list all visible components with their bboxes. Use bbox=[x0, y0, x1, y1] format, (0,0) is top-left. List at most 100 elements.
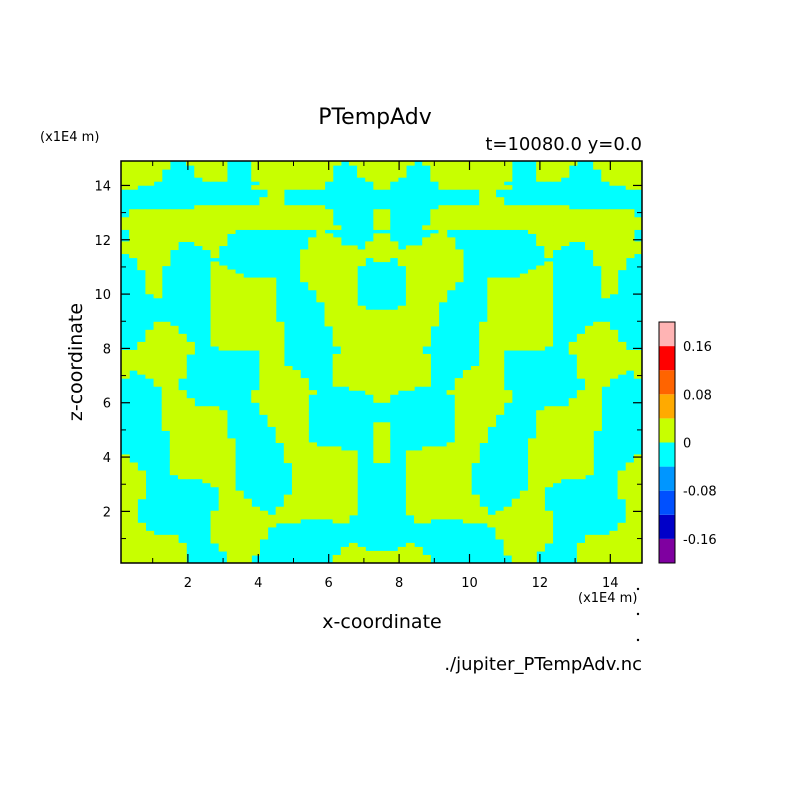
field-cell bbox=[397, 321, 407, 327]
field-cell bbox=[585, 554, 594, 560]
field-cell bbox=[487, 205, 497, 210]
field-cell bbox=[226, 313, 236, 319]
field-cell bbox=[332, 293, 342, 299]
field-cell bbox=[617, 353, 627, 359]
field-cell bbox=[373, 434, 383, 439]
field-cell bbox=[308, 221, 317, 226]
field-cell bbox=[560, 161, 570, 166]
field-cell bbox=[243, 289, 252, 295]
field-cell bbox=[259, 374, 269, 379]
field-cell bbox=[609, 542, 619, 548]
field-cell bbox=[625, 470, 635, 476]
field-cell bbox=[308, 514, 317, 520]
field-cell bbox=[332, 277, 342, 283]
field-cell bbox=[267, 337, 277, 343]
field-cell bbox=[259, 161, 269, 166]
field-cell bbox=[430, 458, 440, 464]
chart-title: PTempAdv bbox=[318, 105, 432, 130]
field-cell bbox=[161, 217, 171, 222]
field-cell bbox=[226, 446, 236, 452]
field-cell bbox=[625, 185, 635, 190]
field-cell bbox=[544, 442, 554, 448]
field-cell bbox=[503, 225, 513, 230]
field-cell bbox=[601, 217, 611, 222]
field-cell bbox=[145, 241, 155, 247]
field-cell bbox=[585, 406, 594, 411]
field-cell bbox=[177, 542, 187, 548]
field-cell bbox=[177, 213, 187, 218]
field-cell bbox=[389, 370, 399, 375]
field-cell bbox=[186, 458, 195, 464]
field-cell bbox=[511, 281, 521, 287]
field-cell bbox=[316, 265, 326, 271]
field-cell bbox=[348, 353, 358, 359]
field-cell bbox=[593, 378, 602, 383]
field-cell bbox=[511, 337, 521, 343]
field-cell bbox=[153, 329, 163, 335]
field-cell bbox=[495, 374, 505, 379]
field-cell bbox=[365, 554, 374, 560]
field-cell bbox=[381, 209, 391, 214]
field-cell bbox=[332, 325, 342, 331]
field-cell bbox=[300, 177, 309, 182]
field-cell bbox=[568, 418, 578, 423]
field-cell bbox=[226, 518, 236, 524]
field-cell bbox=[161, 542, 171, 548]
field-cell bbox=[405, 498, 415, 504]
field-cell bbox=[218, 534, 228, 540]
field-cell bbox=[381, 458, 391, 464]
field-cell bbox=[462, 450, 472, 456]
field-cell bbox=[633, 221, 642, 226]
field-cell bbox=[153, 357, 163, 363]
field-cell bbox=[300, 257, 309, 263]
field-cell bbox=[316, 285, 326, 291]
colorbar-tick-label: -0.08 bbox=[683, 485, 717, 500]
field-cell bbox=[251, 514, 260, 520]
field-cell bbox=[169, 422, 179, 427]
field-cell bbox=[414, 277, 423, 283]
field-cell bbox=[544, 169, 554, 174]
field-cell bbox=[267, 317, 277, 323]
field-cell bbox=[340, 554, 350, 560]
field-cell bbox=[438, 205, 448, 210]
field-cell bbox=[503, 341, 513, 347]
field-cell bbox=[316, 462, 326, 468]
field-cell bbox=[251, 313, 260, 319]
field-cell bbox=[405, 506, 415, 512]
y-tick-label: 12 bbox=[94, 234, 111, 249]
field-cell bbox=[267, 374, 277, 379]
field-cell bbox=[234, 209, 244, 214]
field-cell bbox=[381, 386, 391, 391]
field-cell bbox=[625, 362, 635, 367]
field-cell bbox=[609, 289, 619, 295]
field-cell bbox=[373, 341, 383, 347]
field-cell bbox=[633, 470, 642, 476]
field-cell bbox=[495, 410, 505, 415]
field-cell bbox=[633, 506, 642, 512]
field-cell bbox=[593, 402, 602, 407]
field-cell bbox=[340, 293, 350, 299]
field-cell bbox=[454, 269, 464, 275]
field-cell bbox=[291, 470, 301, 476]
field-cell bbox=[332, 450, 342, 456]
field-cell bbox=[560, 434, 570, 439]
field-cell bbox=[560, 474, 570, 480]
field-cell bbox=[129, 241, 138, 247]
field-cell bbox=[357, 357, 366, 363]
field-cell bbox=[210, 161, 220, 166]
field-cell bbox=[340, 374, 350, 379]
field-cell bbox=[210, 410, 220, 415]
field-cell bbox=[210, 221, 220, 226]
field-cell bbox=[446, 450, 456, 456]
field-cell bbox=[609, 370, 619, 375]
field-cell bbox=[454, 169, 464, 174]
field-cell bbox=[202, 237, 212, 242]
field-cell bbox=[568, 161, 578, 166]
field-cell bbox=[625, 522, 635, 528]
field-cell bbox=[593, 353, 602, 359]
field-cell bbox=[462, 161, 472, 166]
field-cell bbox=[218, 502, 228, 508]
field-cell bbox=[161, 546, 171, 552]
field-cell bbox=[454, 225, 464, 230]
field-cell bbox=[186, 426, 195, 431]
